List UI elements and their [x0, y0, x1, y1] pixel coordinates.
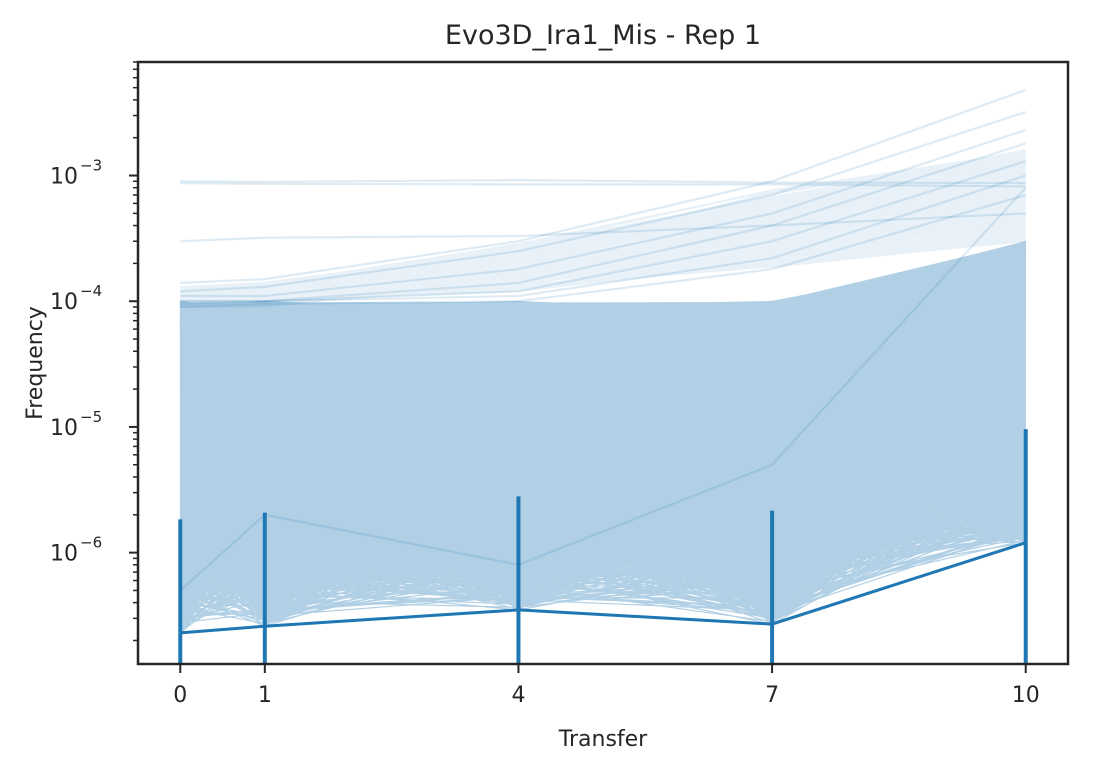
rising-series [180, 149, 1026, 308]
plot-frame [136, 60, 1070, 666]
x-axis-label: Transfer [558, 727, 648, 752]
x-tick-label-10: 10 [1012, 683, 1040, 708]
x-axis: 0 1 4 7 10 [173, 664, 1040, 708]
x-tick-label-7: 7 [765, 683, 779, 708]
y-tick-label: 10 [50, 290, 78, 315]
series-line-3 [180, 88, 1027, 284]
series-line-5 [180, 128, 1027, 298]
y-axis-label: Frequency [23, 306, 48, 420]
x-tick-label-1: 1 [258, 683, 272, 708]
series-line-4 [180, 110, 1027, 293]
y-axis: 10−610−510−410−3 [50, 61, 138, 642]
y-tick-label: 10 [50, 165, 78, 190]
y-tick-exponent: −3 [80, 157, 102, 175]
y-tick-exponent: −4 [80, 282, 102, 300]
series-line-9 [180, 193, 1027, 309]
marks-layer [178, 429, 1028, 664]
y-tick-exponent: −5 [80, 408, 102, 426]
series-line-1 [180, 182, 1026, 188]
series-line-7 [180, 160, 1027, 303]
x-tick-label-4: 4 [511, 683, 525, 708]
y-tick-label: 10 [50, 542, 78, 567]
series-line-8 [180, 174, 1027, 306]
y-tick-exponent: −6 [80, 534, 102, 552]
series-line-6 [180, 142, 1027, 303]
series-line-0 [180, 178, 1026, 185]
x-tick-label-0: 0 [173, 683, 187, 708]
y-tick-label: 10 [50, 416, 78, 441]
chart-title: Evo3D_Ira1_Mis - Rep 1 [445, 20, 761, 51]
series-line-2 [180, 212, 1026, 243]
